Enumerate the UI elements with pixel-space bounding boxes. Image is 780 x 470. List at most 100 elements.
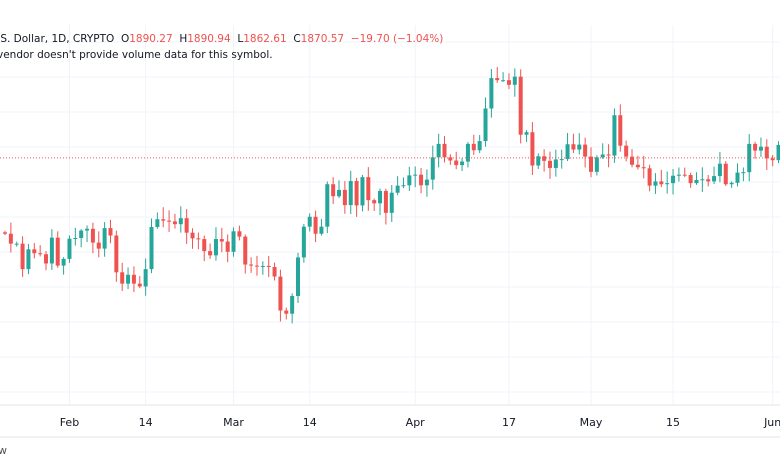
- candle-body: [284, 310, 289, 314]
- candle-body: [700, 179, 705, 181]
- candle-body: [90, 228, 95, 243]
- candle-body: [237, 231, 242, 237]
- candle-body: [483, 108, 488, 142]
- candle-body: [465, 143, 470, 162]
- candle-body: [85, 228, 90, 231]
- candle-body: [249, 264, 254, 266]
- candle-body: [635, 164, 640, 168]
- candle-body: [196, 238, 201, 240]
- symbol-label: .S. Dollar, 1D, CRYPTO: [0, 33, 115, 45]
- candle-body: [419, 174, 424, 186]
- candle-body: [108, 228, 113, 236]
- candle-body: [606, 154, 611, 156]
- low-value: 1862.61: [243, 33, 287, 45]
- candle-body: [471, 143, 476, 151]
- open-value: 1890.27: [129, 33, 173, 45]
- candle-body: [143, 269, 148, 287]
- candle-body: [254, 265, 259, 267]
- candle-body: [624, 145, 629, 157]
- candle-body: [776, 144, 780, 161]
- candle-body: [14, 243, 19, 245]
- ohlc-legend: .S. Dollar, 1D, CRYPTO O1890.27 H1890.94…: [0, 33, 443, 45]
- low-label: L: [237, 33, 244, 45]
- candle-body: [688, 175, 693, 184]
- candle-body: [477, 141, 482, 151]
- candle-body: [712, 176, 717, 182]
- candle-body: [723, 163, 728, 185]
- candle-body: [38, 253, 43, 255]
- candle-body: [120, 272, 125, 284]
- candle-body: [307, 216, 312, 227]
- candle-body: [442, 143, 447, 158]
- grid: [0, 25, 780, 405]
- candle-body: [565, 144, 570, 160]
- candle-body: [325, 184, 330, 227]
- candle-body: [301, 226, 306, 258]
- candle-body: [518, 76, 523, 135]
- candle-body: [583, 144, 588, 157]
- candle-body: [348, 181, 353, 206]
- candle-body: [49, 237, 54, 264]
- candle-body: [659, 181, 664, 185]
- candle-body: [512, 76, 517, 85]
- candle-body: [594, 157, 599, 172]
- candle-body: [454, 160, 459, 166]
- change-value: −19.70 (−1.04%): [350, 33, 444, 45]
- candle-body: [506, 80, 511, 85]
- candle-body: [542, 156, 547, 161]
- candle-body: [313, 216, 318, 234]
- candle-body: [231, 231, 236, 252]
- candle-body: [553, 159, 558, 168]
- candle-body: [149, 227, 154, 270]
- candle-body: [172, 221, 177, 225]
- high-label: H: [179, 33, 188, 45]
- candle-body: [372, 200, 377, 204]
- candle-body: [577, 144, 582, 150]
- candle-body: [360, 177, 365, 206]
- x-tick-label: Mar: [223, 416, 244, 429]
- candle-body: [55, 237, 60, 266]
- candle-body: [272, 267, 277, 277]
- candle-body: [243, 236, 248, 265]
- candle-body: [647, 168, 652, 186]
- candle-body: [278, 276, 283, 311]
- candle-body: [290, 296, 295, 314]
- candle-body: [630, 156, 635, 165]
- x-tick-label: 14: [302, 416, 317, 429]
- candle-body: [729, 182, 734, 185]
- brand-fragment: w: [0, 444, 7, 457]
- candle-body: [495, 78, 500, 81]
- candle-body: [219, 239, 224, 242]
- candle-body: [167, 220, 172, 222]
- candle-body: [764, 146, 769, 159]
- candle-body: [213, 239, 218, 256]
- candle-body: [600, 154, 605, 158]
- x-tick-label: Jun: [764, 416, 780, 429]
- candle-body: [184, 218, 189, 233]
- candle-body: [717, 163, 722, 177]
- candle-body: [8, 233, 13, 244]
- candle-body: [202, 239, 207, 252]
- candle-body: [501, 80, 506, 82]
- candle-body: [26, 249, 31, 270]
- candle-body: [770, 158, 775, 161]
- candle-body: [395, 185, 400, 193]
- candle-body: [96, 242, 101, 249]
- candle-body: [747, 143, 752, 173]
- candle-body: [126, 274, 131, 284]
- candle-body: [489, 78, 494, 109]
- candle-body: [741, 172, 746, 174]
- candle-body: [337, 189, 342, 197]
- candle-body: [319, 226, 324, 234]
- candle-body: [682, 174, 687, 176]
- candle-body: [618, 115, 623, 146]
- candle-body: [424, 179, 429, 186]
- candle-body: [536, 156, 541, 166]
- high-value: 1890.94: [187, 33, 231, 45]
- candle-body: [448, 157, 453, 161]
- candle-body: [706, 179, 711, 182]
- close-label: C: [293, 33, 301, 45]
- candle-body: [389, 192, 394, 213]
- close-value: 1870.57: [300, 33, 345, 45]
